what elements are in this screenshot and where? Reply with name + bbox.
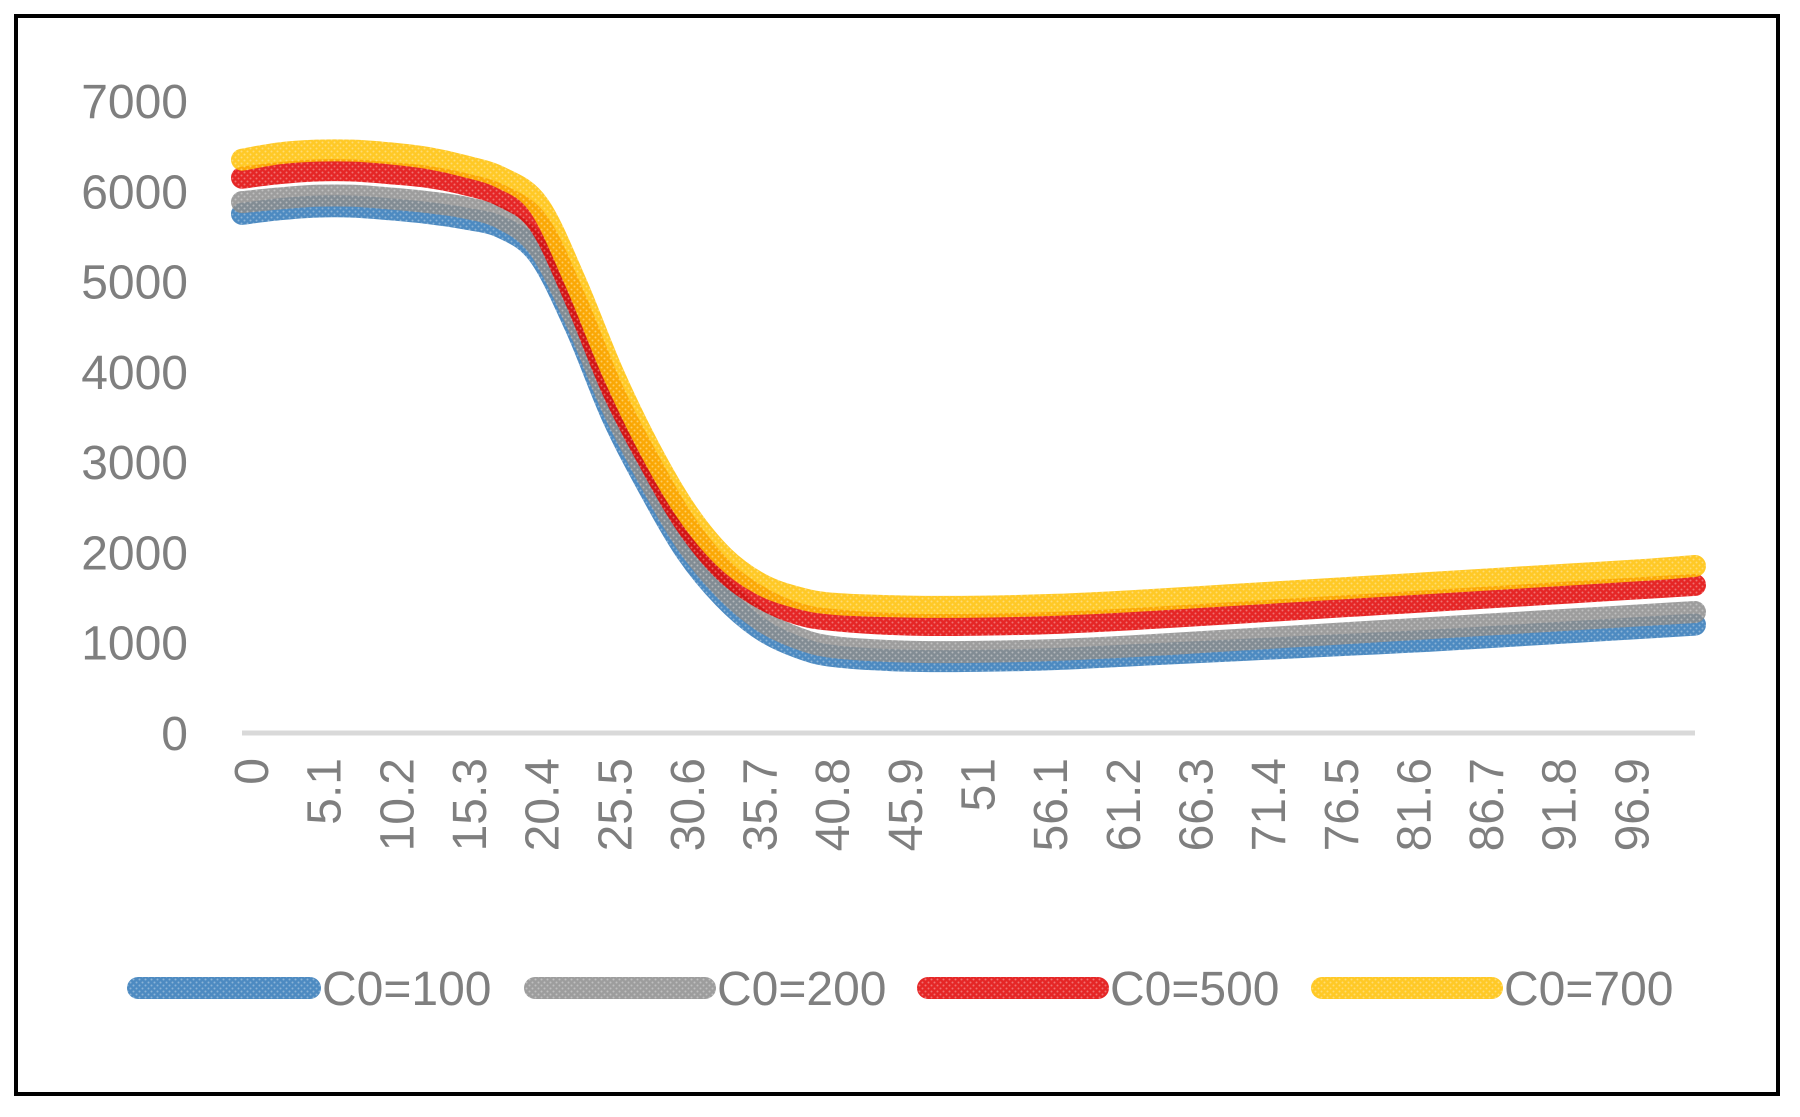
y-tick-label: 2000	[81, 527, 188, 580]
y-tick-label: 3000	[81, 437, 188, 490]
x-tick-label: 35.7	[735, 758, 788, 851]
x-tick-label: 25.5	[589, 758, 642, 851]
x-tick-label: 66.3	[1170, 758, 1223, 851]
x-tick-label: 56.1	[1025, 758, 1078, 851]
legend-label: C0=200	[717, 963, 886, 1016]
x-tick-label: 40.8	[807, 758, 860, 851]
x-axis: 0 5.1 10.2 15.3 20.4 25.5 30.6 35.7 40.8 45.9 51 56…	[226, 730, 1695, 851]
legend-label: C0=100	[322, 963, 491, 1016]
legend-label: C0=700	[1504, 963, 1673, 1016]
x-tick-label: 81.6	[1388, 758, 1441, 851]
y-tick-label: 0	[161, 708, 188, 761]
series-line-texture	[231, 139, 1706, 618]
legend-item: C0=200	[524, 963, 886, 1016]
x-tick-label: 20.4	[517, 758, 570, 851]
series-line	[231, 159, 1706, 637]
legend-item: C0=700	[1311, 963, 1673, 1016]
series-line-texture	[231, 159, 1706, 637]
series-c0-200	[231, 184, 1706, 664]
series-c0-700	[231, 139, 1706, 618]
x-tick-label: 45.9	[880, 758, 933, 851]
legend: C0=100 C0=200 C0=500 C0=700	[127, 963, 1673, 1016]
x-tick-label: 86.7	[1461, 758, 1514, 851]
x-tick-label: 91.8	[1534, 758, 1587, 851]
x-tick-label: 96.9	[1606, 758, 1659, 851]
x-tick-label: 0	[226, 758, 279, 785]
y-tick-label: 5000	[81, 257, 188, 310]
x-tick-label: 76.5	[1316, 758, 1369, 851]
y-tick-label: 1000	[81, 618, 188, 671]
y-tick-label: 7000	[81, 76, 188, 129]
series-c0-500	[231, 159, 1706, 637]
plot-area	[231, 139, 1706, 673]
x-tick-label: 10.2	[371, 758, 424, 851]
x-tick-label: 61.2	[1098, 758, 1151, 851]
x-tick-label: 30.6	[662, 758, 715, 851]
x-tick-label: 5.1	[299, 758, 352, 825]
x-tick-label: 51	[953, 758, 1006, 811]
x-tick-label: 71.4	[1243, 758, 1296, 851]
legend-label: C0=500	[1110, 963, 1279, 1016]
series-line-texture	[231, 184, 1706, 664]
y-tick-label: 4000	[81, 347, 188, 400]
x-tick-label: 15.3	[444, 758, 497, 851]
y-tick-label: 6000	[81, 166, 188, 219]
y-axis: 0 1000 2000 3000 4000 5000 6000 7000	[81, 76, 188, 761]
legend-item: C0=500	[917, 963, 1279, 1016]
legend-item: C0=100	[127, 963, 491, 1016]
